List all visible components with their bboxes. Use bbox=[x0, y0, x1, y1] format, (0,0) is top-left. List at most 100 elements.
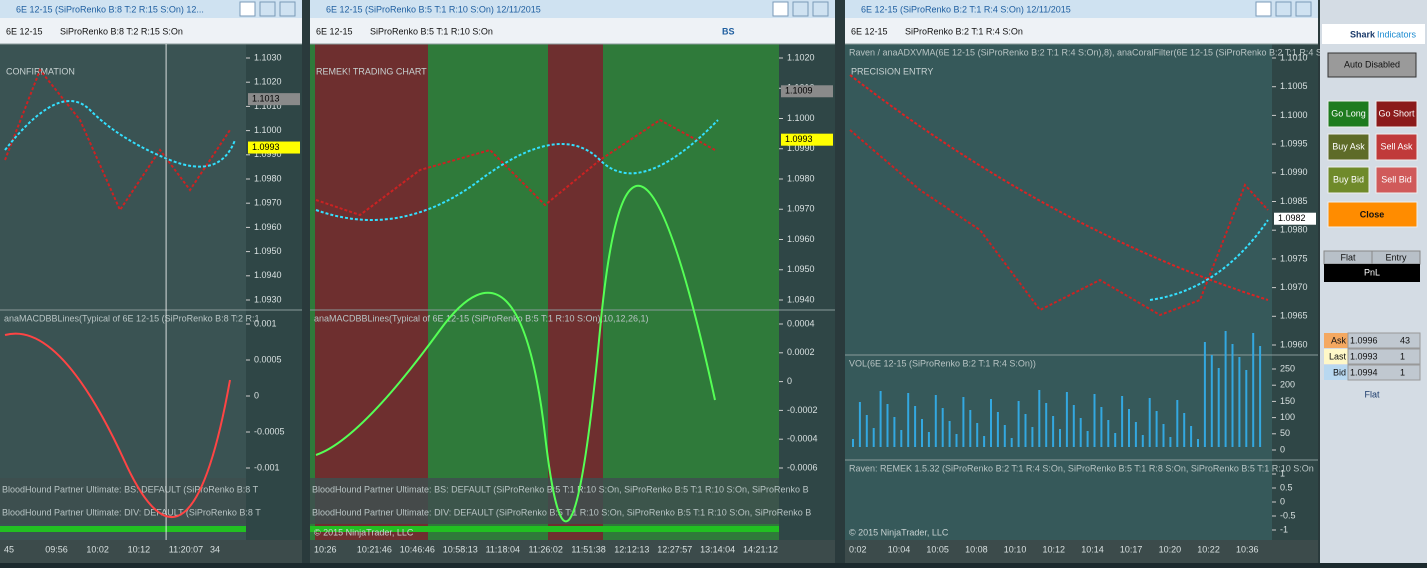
time-axis bbox=[845, 540, 1318, 563]
window-button[interactable] bbox=[239, 1, 256, 17]
axis-tick-label: 0 bbox=[787, 376, 792, 386]
trade-button[interactable] bbox=[1375, 133, 1418, 161]
window-title: 6E 12-15 (SiProRenko B:5 T:1 R:10 S:On) … bbox=[326, 4, 541, 14]
axis-tick-label: -0.001 bbox=[254, 462, 280, 472]
window-button[interactable] bbox=[1295, 1, 1312, 17]
session-band bbox=[315, 44, 428, 540]
bar-type-selector[interactable]: SiProRenko B:2 T:1 R:4 S:On bbox=[905, 26, 1023, 36]
quote-text: Bid bbox=[1333, 367, 1346, 377]
price-flag-label: 1.0993 bbox=[252, 142, 280, 152]
axis-tick-label: 1.0990 bbox=[787, 143, 815, 153]
time-label: 0:02 bbox=[849, 544, 867, 554]
axis-tick-label: 0 bbox=[1280, 496, 1285, 506]
price-curve bbox=[849, 129, 1269, 317]
quote-label-cell bbox=[1324, 349, 1348, 364]
position-status: Flat bbox=[1364, 389, 1380, 399]
quote-cell bbox=[1347, 348, 1421, 365]
axis-tick-label: 1.0960 bbox=[787, 234, 815, 244]
axis-tick-label: 0.0002 bbox=[787, 347, 815, 357]
volume-bar bbox=[996, 412, 999, 447]
axis-tick-label: 1.0940 bbox=[254, 270, 282, 280]
price-axis bbox=[1272, 44, 1318, 540]
bar-type-selector[interactable]: SiProRenko B:8 T:2 R:15 S:On bbox=[60, 26, 183, 36]
axis-tick-label: -0.0004 bbox=[787, 434, 818, 444]
trade-button[interactable] bbox=[1375, 100, 1418, 128]
axis-tick-label: 1.0980 bbox=[787, 173, 815, 183]
time-label: 10:10 bbox=[1004, 544, 1027, 554]
axis-tick-label: 1.0990 bbox=[254, 149, 282, 159]
instrument-selector[interactable]: 6E 12-15 bbox=[851, 26, 888, 36]
axis-tick-label: 1.0975 bbox=[1280, 253, 1308, 263]
instrument-selector[interactable]: 6E 12-15 bbox=[6, 26, 43, 36]
trade-button-label: Sell Bid bbox=[1381, 174, 1412, 184]
volume-bar bbox=[990, 399, 992, 447]
toolbar bbox=[845, 18, 1318, 44]
session-band bbox=[548, 44, 603, 540]
axis-tick-label: -0.0006 bbox=[787, 462, 818, 472]
time-label: 10:02 bbox=[86, 544, 109, 554]
auto-button[interactable] bbox=[1327, 52, 1417, 78]
volume-bar bbox=[900, 430, 903, 447]
window-button[interactable] bbox=[1255, 1, 1272, 17]
volume-bar bbox=[948, 421, 951, 447]
price-flag-label: 1.0993 bbox=[785, 134, 813, 144]
axis-tick-label: 150 bbox=[1280, 396, 1295, 406]
time-label: 34 bbox=[210, 544, 220, 554]
time-label: 10:21:46 bbox=[357, 544, 392, 554]
volume-bar bbox=[865, 415, 868, 447]
window-button[interactable] bbox=[772, 1, 789, 17]
axis-tick-label: 1.0980 bbox=[254, 173, 282, 183]
volume-bar bbox=[1059, 429, 1061, 447]
price-flag-label: 1.0982 bbox=[1278, 213, 1306, 223]
price-axis bbox=[246, 44, 302, 540]
volume-bar bbox=[1197, 439, 1199, 447]
axis-tick-label: 1.0960 bbox=[1280, 339, 1308, 349]
volume-bar bbox=[983, 436, 986, 447]
quote-text: 43 bbox=[1400, 335, 1410, 345]
volume-bar bbox=[1141, 435, 1144, 447]
axis-tick-label: 1.0965 bbox=[1280, 311, 1308, 321]
time-label: 11:20:07 bbox=[169, 544, 203, 554]
bar-type-selector[interactable]: SiProRenko B:5 T:1 R:10 S:On bbox=[370, 26, 493, 36]
volume-bar bbox=[1024, 414, 1027, 447]
logo-bg bbox=[1322, 24, 1425, 44]
trade-button[interactable] bbox=[1327, 100, 1370, 128]
axis-tick-label: 1.0970 bbox=[1280, 282, 1308, 292]
axis-tick-label: 1.1000 bbox=[1280, 110, 1308, 120]
time-label: 10:36 bbox=[1236, 544, 1259, 554]
axis-tick-label: 1.1020 bbox=[254, 77, 282, 87]
indicator-strip bbox=[0, 501, 246, 524]
instrument-selector[interactable]: 6E 12-15 bbox=[316, 26, 353, 36]
price-axis bbox=[779, 44, 835, 540]
volume-bar bbox=[1231, 344, 1234, 447]
window-button[interactable] bbox=[1275, 1, 1292, 17]
axis-tick-label: 0.0004 bbox=[787, 318, 815, 328]
time-label: 10:12 bbox=[1043, 544, 1066, 554]
window-button[interactable] bbox=[812, 1, 829, 17]
axis-tick-label: 1.0970 bbox=[254, 198, 282, 208]
price-flag bbox=[781, 85, 833, 98]
volume-bar bbox=[1114, 433, 1117, 447]
toolbar-button[interactable]: BS bbox=[722, 26, 735, 36]
axis-tick-label: 0.001 bbox=[254, 318, 277, 328]
close-button[interactable] bbox=[1327, 201, 1418, 228]
volume-bar bbox=[1079, 418, 1082, 447]
quote-text: Last bbox=[1329, 351, 1347, 361]
volume-bar bbox=[1100, 407, 1103, 447]
window-button[interactable] bbox=[259, 1, 276, 17]
window-button[interactable] bbox=[792, 1, 809, 17]
volume-bar bbox=[1128, 409, 1130, 447]
time-label: 10:08 bbox=[965, 544, 988, 554]
chart-area bbox=[845, 44, 1318, 540]
trade-button[interactable] bbox=[1327, 166, 1370, 194]
time-label: 10:22 bbox=[1197, 544, 1220, 554]
price-curve bbox=[4, 68, 231, 213]
time-label: 10:58:13 bbox=[443, 544, 478, 554]
quote-cell bbox=[1347, 332, 1421, 349]
trade-button-label: Go Short bbox=[1378, 108, 1415, 118]
window-button[interactable] bbox=[279, 1, 296, 17]
time-label: 14:21:12 bbox=[743, 544, 778, 554]
trade-button[interactable] bbox=[1327, 133, 1370, 161]
toolbar bbox=[0, 18, 302, 44]
trade-button[interactable] bbox=[1375, 166, 1418, 194]
